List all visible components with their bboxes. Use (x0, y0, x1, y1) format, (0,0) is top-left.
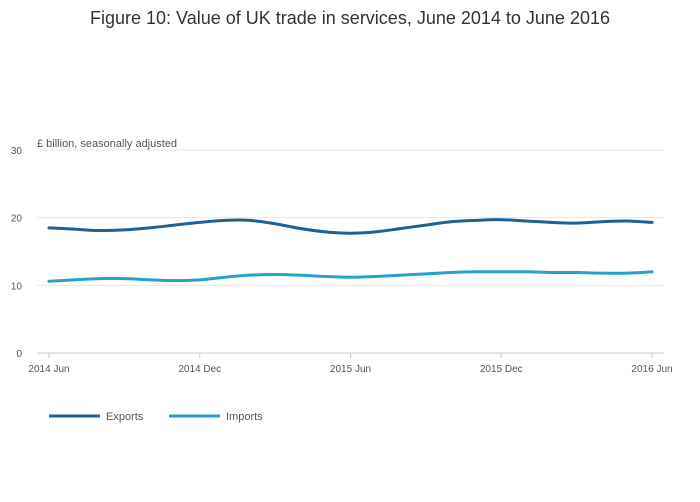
y-axis-ticks: 0 10 20 30 (11, 146, 23, 360)
chart-title: Figure 10: Value of UK trade in services… (90, 8, 610, 28)
y-tick-label: 30 (11, 146, 23, 157)
x-tick-label: 2015 Jun (330, 364, 371, 375)
y-tick-label: 10 (11, 281, 23, 292)
x-tick-label: 2016 Jun (631, 364, 672, 375)
y-tick-label: 20 (11, 214, 23, 225)
series-line-exports (47, 218, 654, 235)
x-tick-label: 2015 Dec (480, 364, 523, 375)
y-tick-label: 0 (16, 349, 22, 360)
grid-lines (37, 149, 664, 286)
legend-label-imports: Imports (226, 411, 263, 423)
x-tick-label: 2014 Dec (178, 364, 221, 375)
legend: Exports Imports (49, 411, 263, 423)
series-lines (47, 218, 654, 283)
y-axis-label: £ billion, seasonally adjusted (37, 138, 177, 150)
x-axis-ticks: 2014 Jun 2014 Dec 2015 Jun 2015 Dec 2016 Jun (28, 353, 673, 375)
legend-label-exports: Exports (106, 411, 144, 423)
x-tick-label: 2014 Jun (28, 364, 69, 375)
series-line-imports (47, 270, 654, 283)
